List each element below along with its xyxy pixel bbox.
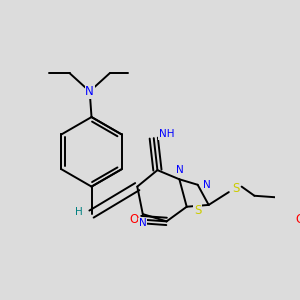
Text: S: S	[194, 204, 201, 217]
Text: NH: NH	[159, 129, 174, 140]
Text: N: N	[139, 218, 147, 228]
Text: N: N	[176, 165, 183, 175]
Text: H: H	[75, 207, 83, 217]
Text: O: O	[129, 213, 138, 226]
Text: O: O	[296, 213, 300, 226]
Text: N: N	[85, 85, 94, 98]
Text: S: S	[232, 182, 240, 195]
Text: N: N	[203, 180, 211, 190]
